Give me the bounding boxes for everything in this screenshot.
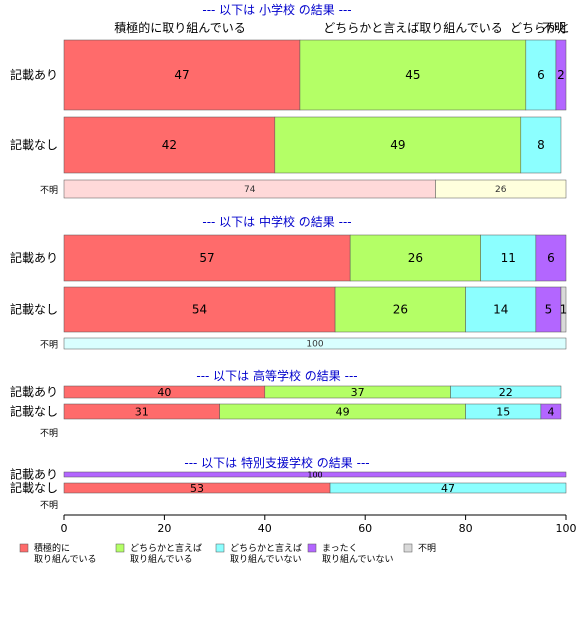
row-label: 記載あり [10,467,58,482]
section-title: --- 以下は 小学校 の結果 --- [202,2,351,17]
bar-segment [450,385,562,399]
data-label: 4 [547,406,554,419]
section-title: --- 以下は 中学校 の結果 --- [202,214,351,229]
data-label: 11 [501,251,516,265]
legend-swatch [19,543,29,553]
row-label: 記載あり [10,384,58,399]
bar-segment [274,116,522,174]
bar-segment [299,39,527,111]
legend-swatch [403,543,413,553]
row-label-unknown: 不明 [40,185,58,196]
legend-swatch [215,543,225,553]
x-tick-label: 60 [358,522,372,535]
bar-segment [535,286,562,333]
legend-label: 取り組んでいない [230,553,302,565]
row-label: 記載なし [10,302,58,317]
bar-segment [540,403,562,420]
data-label: 49 [390,138,405,152]
data-label: 22 [499,386,513,399]
bar-segment [480,234,537,282]
data-label: 45 [405,68,420,82]
legend-swatch [115,543,125,553]
bar-segment [520,116,562,174]
data-label: 47 [441,482,455,495]
row-label: 記載あり [10,250,58,265]
x-tick-label: 100 [556,522,577,535]
x-tick-label: 80 [459,522,473,535]
legend-label: どちらかと言えば [230,542,302,554]
legend-label: 取り組んでいる [34,553,97,565]
x-tick-label: 0 [61,522,68,535]
bar-segment [349,234,481,282]
data-label: 40 [157,386,171,399]
data-label: 47 [174,68,189,82]
row-label: 記載なし [10,137,58,152]
x-tick-label: 40 [258,522,272,535]
legend-label: どちらかと言えば [130,542,202,554]
bar-segment [555,39,567,111]
data-label: 5 [545,303,553,317]
header-label: 不明 [542,21,566,35]
row-label-unknown: 不明 [40,428,58,439]
data-label: 6 [537,68,545,82]
unknown-segment [435,179,567,199]
data-label: 37 [351,386,365,399]
data-label: 8 [537,138,545,152]
unknown-data-label: 26 [495,185,507,195]
data-label: 26 [393,303,408,317]
data-label: 15 [496,406,510,419]
legend-label: 不明 [418,543,436,554]
bar-segment [560,286,567,333]
bar-segment [465,286,537,333]
bar-segment [334,286,466,333]
section-title: --- 以下は 特別支援学校 の結果 --- [184,455,369,470]
unknown-data-label: 100 [306,340,323,350]
bar-segment [535,234,567,282]
legend-label: 取り組んでいない [322,553,394,565]
data-label: 100 [307,471,322,480]
bar-segment [63,471,567,478]
data-label: 26 [408,251,423,265]
row-label-unknown: 不明 [40,340,58,351]
header-label: どちらかと [510,21,570,35]
legend-label: 積極的に [34,542,70,554]
header-label: 積極的に取り組んでいる [114,20,245,35]
data-label: 53 [190,482,204,495]
data-label: 2 [557,68,565,82]
unknown-data-label: 74 [244,185,256,195]
legend-label: 取り組んでいる [130,553,193,565]
data-label: 42 [162,138,177,152]
header-label: どちらかと言えば取り組んでいる [323,21,502,35]
data-label: 57 [199,251,214,265]
bar-segment [63,116,276,174]
data-label: 1 [560,303,568,317]
legend-swatch [307,543,317,553]
data-label: 14 [493,303,508,317]
bar-segment [329,482,567,494]
legend-label: まったく [322,543,358,554]
x-tick-label: 20 [157,522,171,535]
data-label: 54 [192,303,207,317]
unknown-segment [63,337,567,350]
row-label: 記載あり [10,67,58,82]
row-label: 記載なし [10,404,58,419]
section-title: --- 以下は 高等学校 の結果 --- [196,368,357,383]
row-label-unknown: 不明 [40,500,58,511]
data-label: 49 [336,406,350,419]
bar-segment [63,286,336,333]
row-label: 記載なし [10,480,58,495]
data-label: 6 [547,251,555,265]
data-label: 31 [135,406,149,419]
